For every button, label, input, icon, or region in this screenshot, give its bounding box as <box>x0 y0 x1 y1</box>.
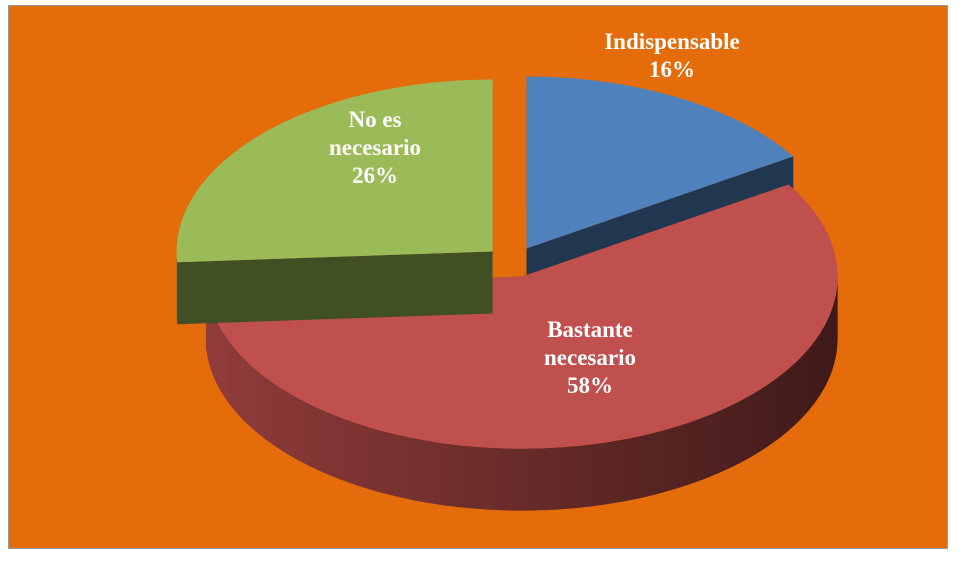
slice-wall <box>176 251 178 325</box>
category-label: Bastante necesario <box>544 317 636 370</box>
data-label: Indispensable 16% <box>572 28 772 84</box>
data-label: Bastante necesario 58% <box>510 316 670 400</box>
value-label: 58% <box>567 373 613 398</box>
category-label: No es necesario <box>329 107 421 160</box>
value-label: 16% <box>649 57 695 82</box>
category-label: Indispensable <box>604 29 740 54</box>
slice-top <box>526 76 794 249</box>
slice-top <box>206 184 838 449</box>
slice <box>176 79 493 325</box>
value-label: 26% <box>352 163 398 188</box>
data-label: No es necesario 26% <box>305 106 445 190</box>
slice-wall <box>206 276 838 511</box>
slice-top <box>176 79 493 263</box>
slice-side <box>177 251 493 325</box>
